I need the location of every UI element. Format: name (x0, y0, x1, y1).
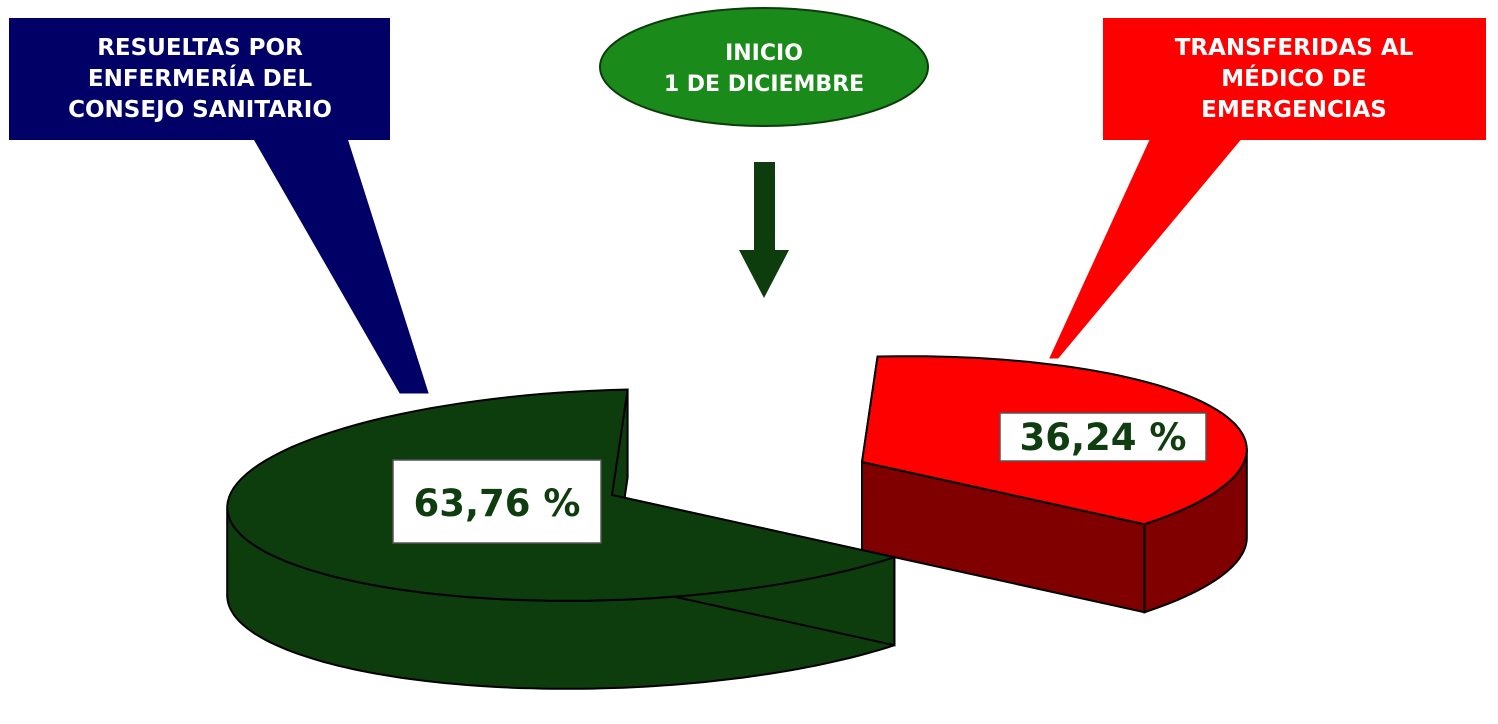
down-arrow-icon (739, 162, 789, 298)
value-label-2: 36,24 % (999, 412, 1207, 462)
value-label-1: 63,76 % (392, 459, 602, 544)
right-callout-box (1103, 18, 1486, 140)
right-callout-pointer (1049, 139, 1242, 359)
left-callout-line-3: CONSEJO SANITARIO (68, 97, 332, 123)
left-callout-box (9, 18, 390, 140)
banner-line-1: INICIO (725, 41, 803, 66)
pie-slices (226, 355, 1248, 690)
left-callout-pointer (249, 131, 429, 394)
value-label-1-text: 63,76 % (414, 482, 581, 525)
right-callout-line-2: MÉDICO DE (1221, 64, 1367, 92)
right-callout-line-3: EMERGENCIAS (1201, 97, 1387, 123)
left-callout-line-1: RESUELTAS POR (97, 35, 303, 61)
value-label-2-text: 36,24 % (1020, 416, 1187, 459)
banner-line-2: 1 DE DICIEMBRE (664, 72, 864, 97)
left-callout-line-2: ENFERMERÍA DEL (88, 64, 313, 92)
right-callout-line-1: TRANSFERIDAS AL (1175, 35, 1414, 61)
start-banner (599, 7, 929, 127)
